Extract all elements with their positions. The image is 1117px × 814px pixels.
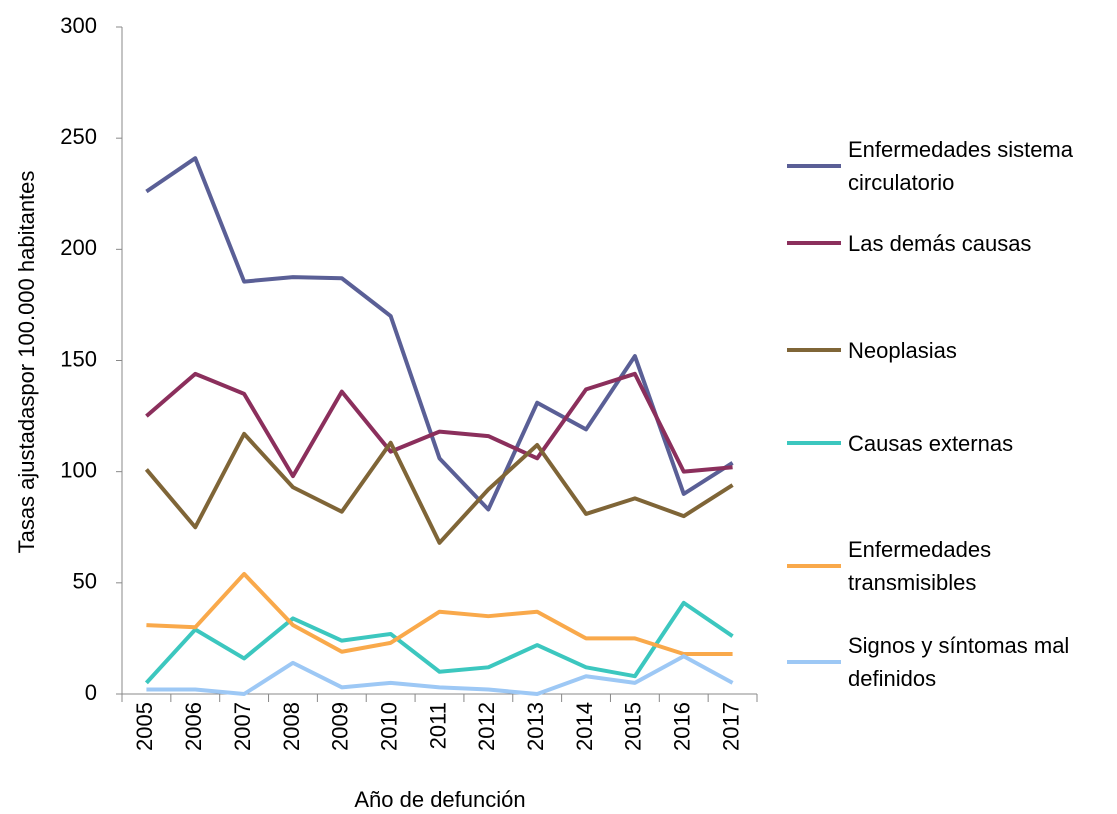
y-tick-label: 250	[60, 124, 97, 149]
legend-label: Signos y síntomas mal definidos	[848, 633, 1070, 691]
x-tick-label: 2006	[181, 702, 206, 751]
y-tick-label: 150	[60, 346, 97, 371]
y-axis-title: Tasas ajustadaspor 100.000 habitantes	[14, 171, 39, 554]
y-tick-label: 200	[60, 235, 97, 260]
x-tick-label: 2016	[670, 702, 695, 751]
x-tick-label: 2010	[376, 702, 401, 751]
x-tick-label: 2012	[474, 702, 499, 751]
y-tick-label: 0	[85, 680, 97, 705]
y-tick-label: 100	[60, 457, 97, 482]
legend-item: Causas externas	[848, 430, 1014, 456]
x-axis-title: Año de defunción	[354, 787, 525, 812]
series-line	[145, 371, 733, 479]
series-line	[146, 654, 734, 696]
x-tick-label: 2014	[572, 702, 597, 751]
y-tick-label: 300	[60, 13, 97, 38]
x-tick-label: 2017	[718, 702, 743, 751]
legend-item: Signos y síntomas mal definidos	[848, 633, 1070, 691]
x-tick-label: 2013	[523, 702, 548, 751]
series-line	[146, 571, 733, 656]
legend-item: Enfermedades transmisibles	[848, 537, 992, 595]
x-tick-label: 2011	[425, 702, 450, 749]
x-tick-label: 2009	[328, 702, 353, 751]
x-tick-label: 2015	[621, 702, 646, 751]
x-tick-label: 2008	[279, 702, 304, 751]
x-tick-label: 2007	[230, 702, 255, 751]
legend-label: Enfermedades transmisibles	[848, 537, 992, 595]
legend-label: Neoplasias	[848, 337, 957, 363]
legend-label: Enfermedades sistema circulatorio	[848, 137, 1073, 195]
legend-item: Enfermedades sistema circulatorio	[848, 137, 1073, 195]
y-tick-label: 50	[73, 569, 97, 594]
series-line	[144, 431, 734, 545]
series-line	[145, 156, 734, 512]
legend-item: Las demás causas	[848, 230, 1032, 256]
legend-item: Neoplasias	[848, 337, 957, 363]
legend-label: Las demás causas	[848, 230, 1032, 256]
x-tick-label: 2005	[132, 702, 157, 751]
series-line	[144, 600, 734, 685]
legend-label: Causas externas	[848, 430, 1014, 456]
